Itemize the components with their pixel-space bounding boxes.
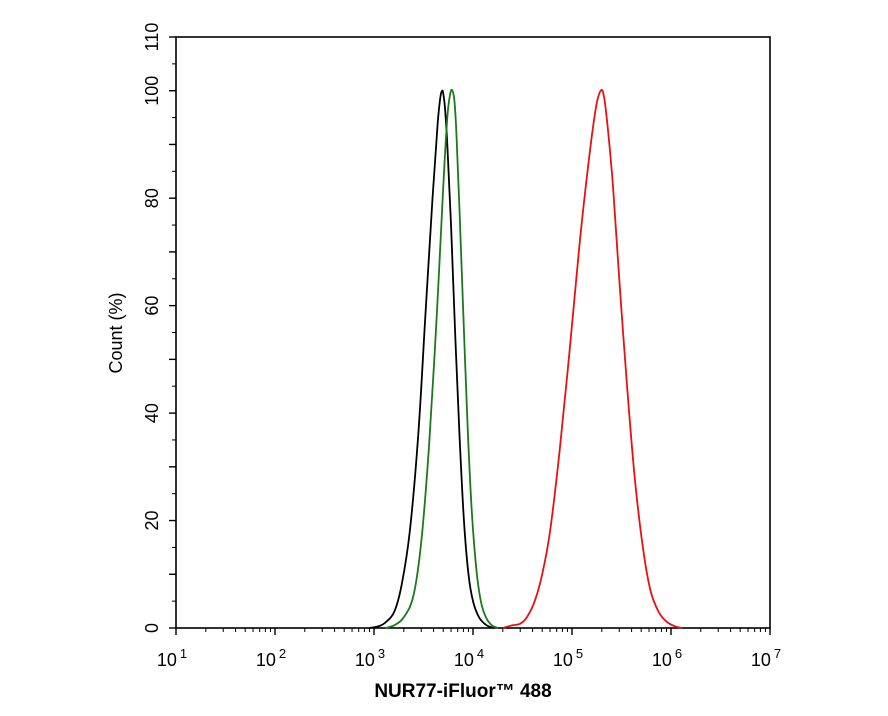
x-tick-label: 10 2 — [256, 646, 286, 670]
series-line-2 — [385, 88, 499, 629]
x-tick-label: 10 6 — [652, 646, 682, 670]
x-tick-base: 10 — [256, 650, 276, 670]
x-tick-label: 10 1 — [157, 646, 187, 670]
x-tick-base: 10 — [553, 650, 573, 670]
x-tick-exponent: 4 — [477, 646, 484, 661]
x-axis-label: NUR77-iFluor™ 488 — [374, 681, 551, 702]
y-tick-label: 0 — [142, 623, 162, 633]
x-tick-label: 10 5 — [553, 646, 583, 670]
x-tick-exponent: 7 — [774, 646, 781, 661]
y-axis-label: Count (%) — [106, 292, 126, 373]
x-tick-base: 10 — [355, 650, 375, 670]
x-tick-exponent: 2 — [279, 646, 286, 661]
series-line-1 — [369, 89, 494, 629]
x-tick-base: 10 — [751, 650, 771, 670]
y-tick-label: 60 — [142, 296, 162, 316]
x-tick-label: 10 3 — [355, 646, 385, 670]
x-tick-label: 10 4 — [454, 646, 484, 670]
x-tick-label: 10 7 — [751, 646, 781, 670]
y-axis: 0 20 40 60 80 100 110 — [142, 23, 176, 633]
series-layer — [369, 88, 683, 629]
x-tick-base: 10 — [454, 650, 474, 670]
y-tick-label: 20 — [142, 511, 162, 531]
x-tick-exponent: 5 — [576, 646, 583, 661]
x-tick-base: 10 — [157, 650, 177, 670]
series-line-3 — [502, 89, 683, 629]
y-tick-label: 40 — [142, 403, 162, 423]
y-tick-label: 100 — [142, 76, 162, 106]
x-tick-exponent: 1 — [180, 646, 187, 661]
y-tick-label: 110 — [142, 23, 162, 52]
x-tick-base: 10 — [652, 650, 672, 670]
x-tick-exponent: 3 — [378, 646, 385, 661]
y-tick-label: 80 — [142, 188, 162, 208]
x-tick-exponent: 6 — [675, 646, 682, 661]
x-axis: 10 1 10 2 10 3 10 4 10 5 10 6 10 7 — [157, 628, 781, 670]
